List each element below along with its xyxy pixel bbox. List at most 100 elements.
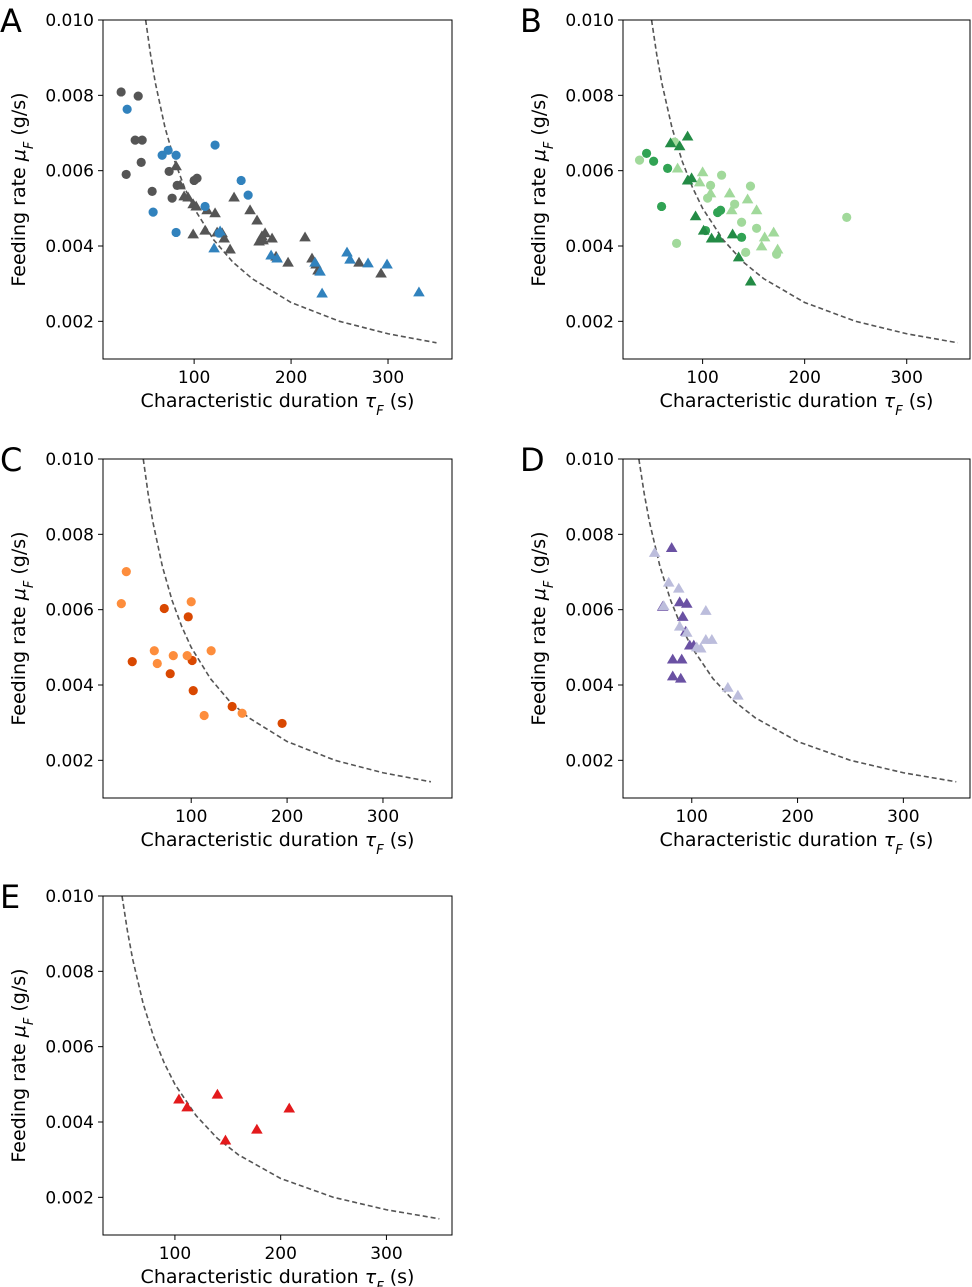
point xyxy=(750,204,763,215)
point xyxy=(183,612,193,622)
x-tick-label: 300 xyxy=(372,368,404,388)
point xyxy=(344,253,356,264)
point xyxy=(648,546,661,557)
y-axis-label: Feeding rate μF (g/s) xyxy=(528,531,557,725)
point xyxy=(681,174,694,185)
point xyxy=(173,1093,185,1104)
point xyxy=(705,180,716,190)
panel-letter: B xyxy=(520,2,542,40)
point xyxy=(723,187,736,198)
point xyxy=(725,204,738,215)
point xyxy=(170,160,182,171)
x-tick-label: 200 xyxy=(788,368,820,388)
point xyxy=(665,542,678,552)
point xyxy=(672,582,685,593)
y-tick-label: 0.010 xyxy=(45,11,94,31)
point xyxy=(693,176,706,187)
fit-curve xyxy=(121,896,440,1220)
point xyxy=(121,567,131,577)
point xyxy=(224,243,236,254)
point xyxy=(188,686,198,696)
point xyxy=(662,163,673,174)
point xyxy=(666,653,679,664)
y-tick-label: 0.002 xyxy=(565,312,614,332)
point xyxy=(271,252,283,263)
y-axis-label: Feeding rate μF (g/s) xyxy=(8,531,37,725)
panel-3: D 0.002 0.004 0.006 0.008 0.010 100 200 300Chara… xyxy=(520,441,971,858)
x-tick-label: 100 xyxy=(676,807,708,827)
plot-area xyxy=(116,459,432,783)
x-axis-label: Characteristic duration τF (s) xyxy=(141,829,415,858)
plot-area xyxy=(121,896,440,1220)
point xyxy=(673,620,686,631)
plot-area xyxy=(638,459,957,783)
point xyxy=(130,135,140,145)
point xyxy=(200,201,210,212)
y-tick-label: 0.002 xyxy=(45,751,94,771)
y-tick-label: 0.008 xyxy=(45,962,94,982)
point xyxy=(136,157,146,167)
point xyxy=(353,256,365,267)
point xyxy=(265,249,277,260)
y-tick-label: 0.006 xyxy=(45,162,94,182)
point xyxy=(122,104,132,114)
point xyxy=(121,169,131,180)
point xyxy=(704,187,717,198)
point xyxy=(257,234,269,245)
point xyxy=(148,207,158,217)
point xyxy=(726,228,739,239)
point xyxy=(147,186,157,196)
x-tick-label: 300 xyxy=(887,807,919,827)
y-tick-label: 0.006 xyxy=(565,162,614,182)
y-tick-label: 0.004 xyxy=(45,676,94,696)
point xyxy=(649,156,659,166)
point xyxy=(199,710,209,721)
x-axis-label: Characteristic duration τF (s) xyxy=(660,390,934,419)
point xyxy=(182,651,192,661)
point xyxy=(697,224,710,235)
y-tick-label: 0.002 xyxy=(45,312,94,332)
y-tick-label: 0.004 xyxy=(45,237,94,257)
point xyxy=(745,181,756,191)
point xyxy=(299,231,311,242)
point xyxy=(192,173,202,183)
point xyxy=(715,205,726,215)
point xyxy=(206,646,216,656)
x-tick-label: 300 xyxy=(890,368,922,388)
point xyxy=(314,265,326,276)
point xyxy=(696,166,709,177)
point xyxy=(208,242,220,253)
point xyxy=(228,191,240,202)
panel-letter: C xyxy=(0,441,22,479)
point xyxy=(211,1088,224,1099)
point xyxy=(664,137,677,148)
point xyxy=(673,596,686,607)
point xyxy=(767,226,780,237)
point xyxy=(732,251,745,262)
point xyxy=(127,657,137,667)
y-tick-label: 0.004 xyxy=(565,237,614,257)
point xyxy=(168,651,178,661)
y-axis-label: Feeding rate μF (g/s) xyxy=(8,92,37,286)
y-tick-label: 0.008 xyxy=(45,86,94,106)
x-tick-label: 200 xyxy=(264,1244,296,1264)
point xyxy=(174,179,186,190)
y-tick-label: 0.010 xyxy=(565,11,614,31)
axes-frame xyxy=(622,19,971,360)
point xyxy=(656,201,667,212)
point xyxy=(171,227,181,238)
axes-frame xyxy=(622,458,971,799)
point xyxy=(675,653,688,664)
point xyxy=(181,1101,193,1112)
point xyxy=(187,228,199,239)
point xyxy=(210,140,220,150)
point xyxy=(751,223,762,233)
point xyxy=(190,200,202,211)
y-tick-label: 0.004 xyxy=(45,1113,94,1133)
point xyxy=(716,170,727,180)
point xyxy=(741,193,754,204)
panel-4: E 0.002 0.004 0.006 0.008 0.010 100 200 300Chara… xyxy=(0,878,453,1287)
point xyxy=(165,669,175,679)
